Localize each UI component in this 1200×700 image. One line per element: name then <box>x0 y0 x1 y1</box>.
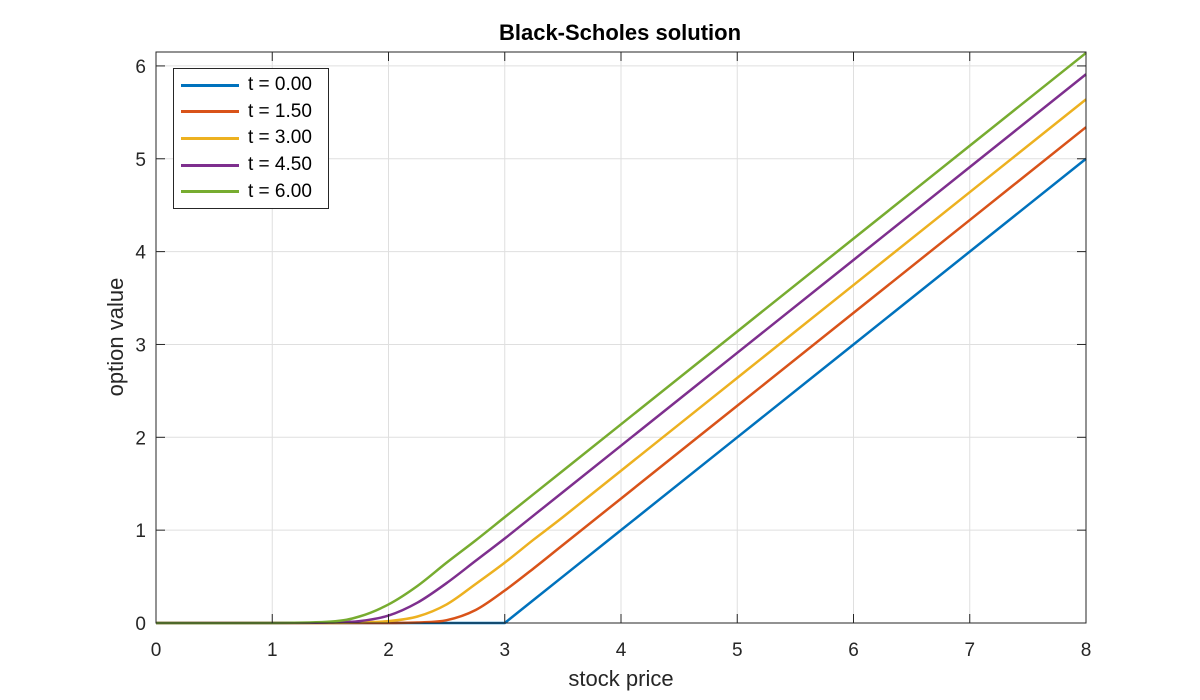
chart-title: Black-Scholes solution <box>498 20 742 45</box>
legend-label: t = 0.00 <box>248 74 312 96</box>
series-line <box>155 73 1087 625</box>
legend-label: t = 3.00 <box>248 127 312 149</box>
legend-line-icon <box>181 163 239 167</box>
x-tick-label: 1 <box>267 640 278 661</box>
y-tick-label: 2 <box>135 428 146 449</box>
y-tick-label: 5 <box>135 150 146 171</box>
x-tick-label: 6 <box>848 640 859 661</box>
y-tick-label: 3 <box>135 335 146 356</box>
legend: t = 0.00 t = 1.50 t = 3.00 t = 4.50 t = 6.00 <box>173 68 329 209</box>
legend-item: t = 4.50 <box>174 152 328 179</box>
x-axis-label: stock price <box>568 666 674 691</box>
y-tick-label: 0 <box>135 614 146 635</box>
legend-item: t = 0.00 <box>174 72 328 99</box>
x-tick-label: 5 <box>732 640 743 661</box>
legend-label: t = 6.00 <box>248 180 312 202</box>
x-tick-label: 4 <box>616 640 627 661</box>
x-tick-label: 7 <box>964 640 975 661</box>
y-tick-label: 6 <box>135 57 146 78</box>
legend-item: t = 6.00 <box>174 178 328 205</box>
x-tick-label: 0 <box>151 640 162 661</box>
legend-line-icon <box>181 83 239 87</box>
x-tick-label: 8 <box>1081 640 1092 661</box>
x-tick-label: 3 <box>499 640 510 661</box>
y-tick-label: 4 <box>135 243 146 264</box>
legend-item: t = 3.00 <box>174 125 328 152</box>
x-tick-label: 2 <box>383 640 394 661</box>
legend-line-icon <box>181 190 239 194</box>
legend-line-icon <box>181 136 239 140</box>
axis-ticks: 0 1 2 3 4 5 6 7 8 0 1 2 3 4 5 6 <box>135 52 1091 661</box>
legend-label: t = 4.50 <box>248 154 312 176</box>
legend-label: t = 1.50 <box>248 100 312 122</box>
legend-line-icon <box>181 110 239 114</box>
y-tick-label: 1 <box>135 521 146 542</box>
y-axis-label: option value <box>103 277 128 397</box>
series-line <box>155 51 1087 625</box>
legend-item: t = 1.50 <box>174 99 328 126</box>
